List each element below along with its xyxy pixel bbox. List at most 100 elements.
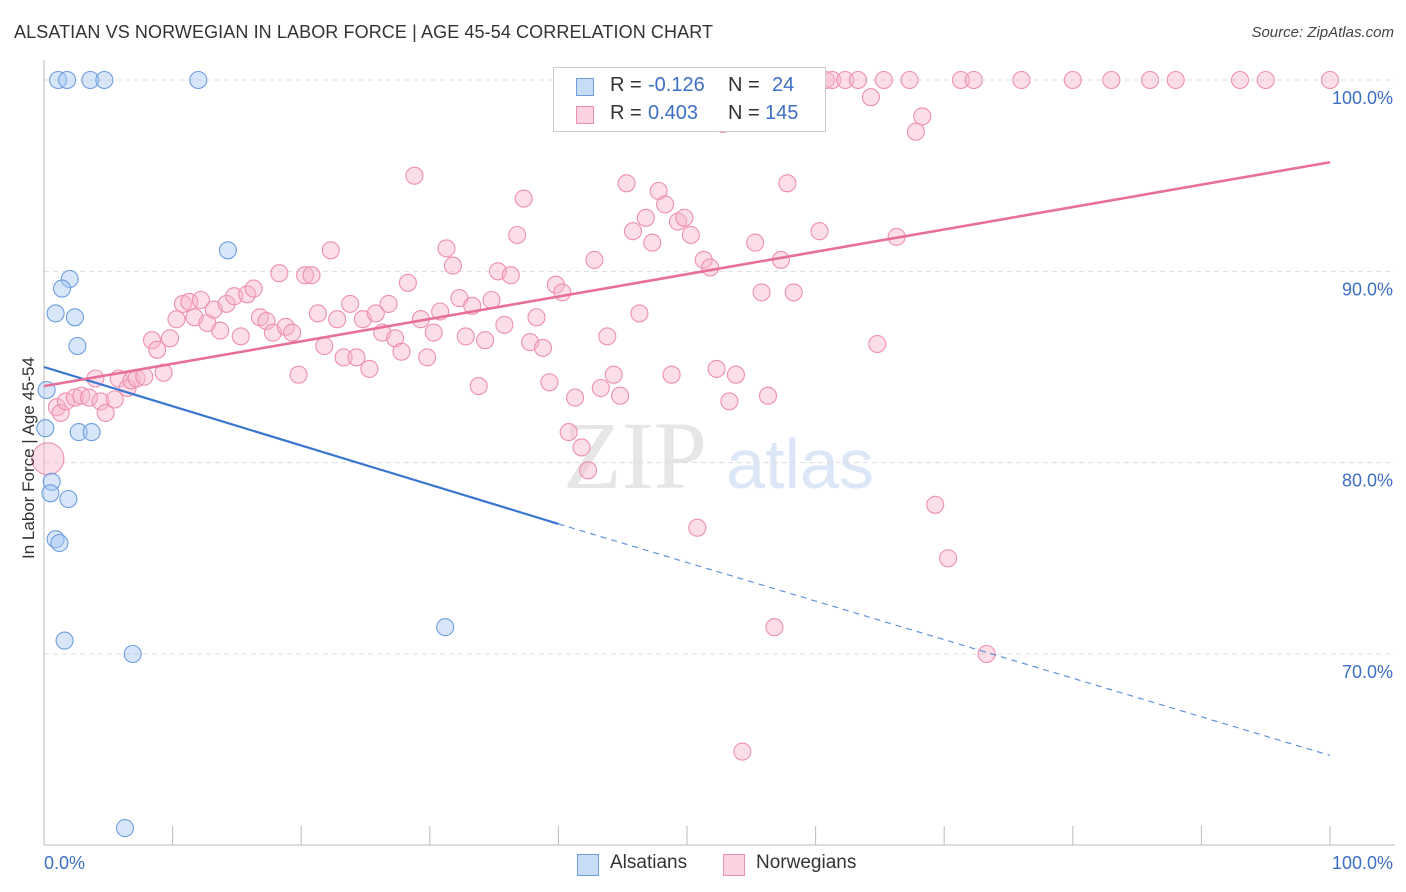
trend-lines <box>43 160 1331 756</box>
norwegians-point <box>720 392 739 411</box>
norwegians-point <box>1320 70 1340 90</box>
norwegians-point <box>585 250 604 269</box>
norwegians-point <box>469 377 488 396</box>
bottom-legend-label-alsatians: Alsatians <box>610 852 688 873</box>
norwegians-point <box>572 438 591 457</box>
norwegians-point <box>662 365 681 384</box>
alsatians-point <box>52 279 72 298</box>
stats-legend: R = -0.126 N = 24 R = 0.403 N = 145 <box>553 67 826 132</box>
norwegians-point <box>726 365 745 384</box>
alsatians-point <box>218 241 237 260</box>
norwegians-point <box>559 423 578 442</box>
norwegians-point <box>611 386 630 405</box>
y-tick-labels: 100.0% 90.0% 80.0% 70.0% <box>1332 88 1393 682</box>
norwegians-point <box>752 283 771 302</box>
norwegians-point <box>694 250 713 269</box>
alsatians-point <box>60 269 79 289</box>
norwegians-point <box>341 294 360 313</box>
norwegians-point <box>476 331 495 350</box>
norwegians-point <box>392 342 411 361</box>
norwegians-point <box>424 323 443 342</box>
norwegians-point <box>283 323 302 342</box>
norwegians-point <box>379 294 398 313</box>
bottom-legend-label-norwegians: Norwegians <box>756 852 857 873</box>
alsatians-point <box>55 631 74 650</box>
norwegians-point <box>366 304 385 323</box>
norwegians-point <box>784 283 803 302</box>
alsatians-point <box>436 618 455 637</box>
alsatians-point <box>82 423 101 442</box>
alsatians-point <box>50 533 69 553</box>
alsatians-point <box>46 304 65 323</box>
norwegians-point <box>566 388 585 407</box>
legend-r-value: 0.403 <box>648 102 699 124</box>
norwegians-point <box>778 174 797 193</box>
norwegians-point <box>360 359 379 378</box>
y-tick-label: 70.0% <box>1342 662 1393 682</box>
norwegians-point <box>1012 70 1031 90</box>
alsatians-point <box>123 644 142 664</box>
norwegians-point <box>553 283 572 302</box>
alsatians-point <box>69 423 88 442</box>
alsatians-point <box>42 472 61 491</box>
norwegians-point <box>688 518 707 537</box>
norwegians-point <box>1063 70 1082 90</box>
norwegians-point <box>217 294 236 313</box>
bottom-legend-swatch-norwegians <box>723 854 745 876</box>
norwegians-point <box>540 373 559 392</box>
legend-n-label: N = <box>728 74 760 96</box>
norwegians-point <box>148 340 167 359</box>
norwegians-point <box>623 222 643 241</box>
norwegians-point <box>701 258 720 277</box>
chart-title: ALSATIAN VS NORWEGIAN IN LABOR FORCE | A… <box>14 22 714 42</box>
norwegians-point <box>398 273 417 292</box>
legend-n-value: 145 <box>765 102 799 124</box>
norwegians-point <box>900 70 919 90</box>
norwegians-point <box>591 378 610 398</box>
alsatians-point <box>36 419 55 438</box>
norwegians-point <box>105 390 124 409</box>
watermark-atlas: atlas <box>726 425 874 503</box>
norwegians-point <box>508 225 527 245</box>
x-tick-label: 100.0% <box>1332 853 1393 873</box>
norwegians-point <box>874 70 893 90</box>
norwegians-point <box>630 304 649 323</box>
norwegians-point <box>443 256 462 275</box>
norwegians-point <box>675 208 694 227</box>
norwegians-point <box>656 195 675 214</box>
norwegians-point <box>270 264 289 283</box>
norwegians-point <box>308 304 327 323</box>
norwegians-point <box>868 334 887 354</box>
norwegians-point <box>546 275 565 294</box>
norwegians-point <box>31 442 65 476</box>
legend-swatch-alsatians <box>576 78 594 96</box>
norwegians-point <box>173 294 192 313</box>
norwegians-point <box>977 644 996 664</box>
y-tick-label: 80.0% <box>1342 471 1393 491</box>
alsatians-point <box>115 819 135 838</box>
source-label: Source: ZipAtlas.com <box>1251 24 1394 41</box>
alsatians-point <box>68 336 87 356</box>
norwegians-point <box>211 321 230 340</box>
norwegians-point <box>418 348 437 367</box>
norwegians-point <box>1102 70 1121 90</box>
norwegians-point <box>848 70 868 90</box>
norwegians-point <box>347 348 366 367</box>
watermark: ZIP atlas <box>563 402 874 509</box>
norwegians-point <box>617 174 636 193</box>
norwegians-point <box>836 70 855 90</box>
norwegians-point <box>1256 70 1275 90</box>
y-tick-label: 100.0% <box>1332 88 1393 108</box>
norwegians-point <box>167 310 186 329</box>
norwegians-point <box>91 392 110 411</box>
norwegians-point <box>289 365 308 384</box>
alsatians-point <box>189 70 208 90</box>
alsatians-point <box>41 484 60 503</box>
alsatians-point <box>58 70 77 90</box>
norwegians-point <box>514 189 533 208</box>
norwegians-point <box>191 290 210 310</box>
alsatians-point <box>59 489 78 509</box>
norwegians-point <box>758 386 778 405</box>
norwegians-point <box>142 331 162 350</box>
alsatians-trend-extension <box>558 523 1331 756</box>
